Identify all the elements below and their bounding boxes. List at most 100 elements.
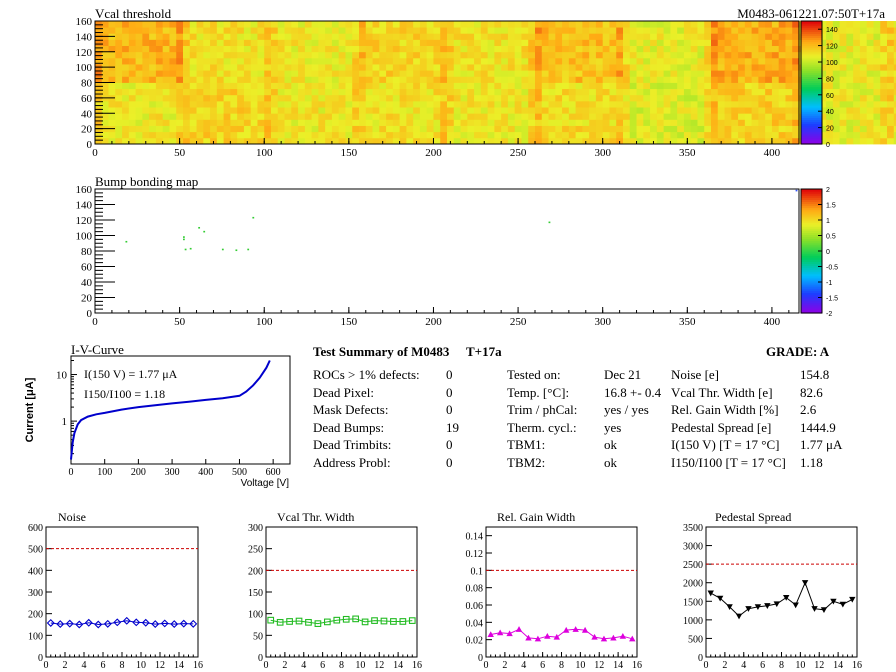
map-cell (656, 88, 665, 96)
map-cell (135, 45, 143, 53)
x-tick-label: 8 (120, 660, 125, 671)
map-cell (474, 64, 482, 71)
map-cell (162, 33, 170, 40)
map-cell (223, 107, 231, 114)
map-cell (122, 125, 130, 133)
map-cell (778, 94, 786, 102)
map-cell (873, 21, 881, 28)
map-cell (866, 45, 874, 53)
map-cell (325, 94, 333, 102)
map-cell (338, 57, 346, 65)
map-cell (338, 119, 346, 126)
map-cell (298, 94, 306, 102)
map-cell (291, 94, 299, 102)
map-cell (419, 45, 428, 53)
map-cell (839, 88, 847, 96)
map-cell (183, 51, 191, 59)
map-cell (365, 21, 373, 28)
map-cell (243, 82, 252, 90)
map-cell (331, 33, 340, 40)
map-cell (704, 125, 712, 133)
map-cell (724, 64, 732, 71)
map-cell (128, 82, 137, 90)
map-cell (243, 21, 252, 28)
summary-col2-labels: Tested on: Temp. [°C]: Trim / phCal: Therm.… (507, 366, 577, 471)
map-cell (731, 51, 739, 59)
y-tick-label: 0 (87, 139, 93, 151)
map-cell (724, 94, 732, 102)
map-cell (176, 100, 184, 108)
map-cell (433, 33, 441, 40)
map-cell (731, 125, 739, 133)
map-cell (379, 21, 387, 28)
x-tick-label: 350 (679, 316, 696, 328)
map-cell (135, 21, 143, 28)
color-bar-band (801, 113, 822, 116)
map-cell (609, 21, 617, 28)
map-cell (839, 21, 847, 28)
y-tick-label: 120 (76, 47, 93, 59)
map-cell (853, 125, 861, 133)
map-cell (162, 113, 170, 120)
map-cell (562, 131, 570, 139)
x-tick-label: 8 (339, 660, 344, 671)
map-cell (135, 113, 143, 120)
map-cell (568, 131, 577, 139)
map-cell (304, 119, 313, 126)
map-cell (656, 119, 665, 126)
map-cell (609, 88, 617, 96)
map-cell (413, 64, 421, 71)
map-cell (555, 27, 563, 34)
map-cell (487, 76, 495, 83)
map-cell (792, 107, 800, 114)
map-cell (142, 119, 150, 126)
summary-label-3: Therm. cycl.: (507, 419, 577, 435)
color-bar-tick-label: -0.5 (826, 265, 838, 272)
map-cell (656, 125, 665, 133)
map-cell (859, 39, 868, 46)
y-tick-label: 200 (28, 610, 43, 621)
map-cell (183, 57, 191, 65)
dead-bump-point (189, 247, 192, 250)
map-cell (291, 70, 299, 77)
map-cell (426, 64, 434, 71)
x-tick-label: 150 (341, 147, 358, 159)
map-cell (386, 64, 394, 71)
data-point (773, 601, 780, 608)
map-cell (792, 21, 800, 28)
map-cell (196, 119, 204, 126)
map-cell (616, 131, 624, 139)
map-cell (447, 82, 455, 90)
map-cell (155, 137, 164, 145)
y-tick-label: 140 (76, 200, 93, 212)
map-cell (311, 39, 319, 46)
map-cell (724, 33, 732, 40)
color-bar-band (801, 115, 822, 118)
map-cell (210, 21, 218, 28)
color-bar-band (801, 234, 822, 238)
map-cell (859, 27, 868, 34)
y-tick-label: 60 (81, 93, 93, 105)
map-cell (203, 45, 211, 53)
map-cell (162, 21, 170, 28)
map-cell (548, 100, 556, 108)
map-cell (406, 119, 414, 126)
map-cell (656, 57, 665, 65)
map-cell (304, 125, 313, 133)
map-cell (392, 137, 401, 145)
map-cell (223, 70, 231, 77)
map-cell (866, 76, 874, 83)
map-cell (474, 137, 482, 145)
data-point (267, 616, 275, 624)
map-cell (122, 88, 130, 96)
map-cell (602, 45, 610, 53)
map-cell (271, 57, 279, 65)
map-cell (203, 113, 211, 120)
x-tick-label: 0 (484, 660, 489, 671)
color-bar-band (801, 137, 822, 141)
map-cell (142, 107, 150, 114)
map-cell (304, 76, 313, 83)
map-cell (758, 82, 766, 90)
map-cell (535, 64, 543, 71)
